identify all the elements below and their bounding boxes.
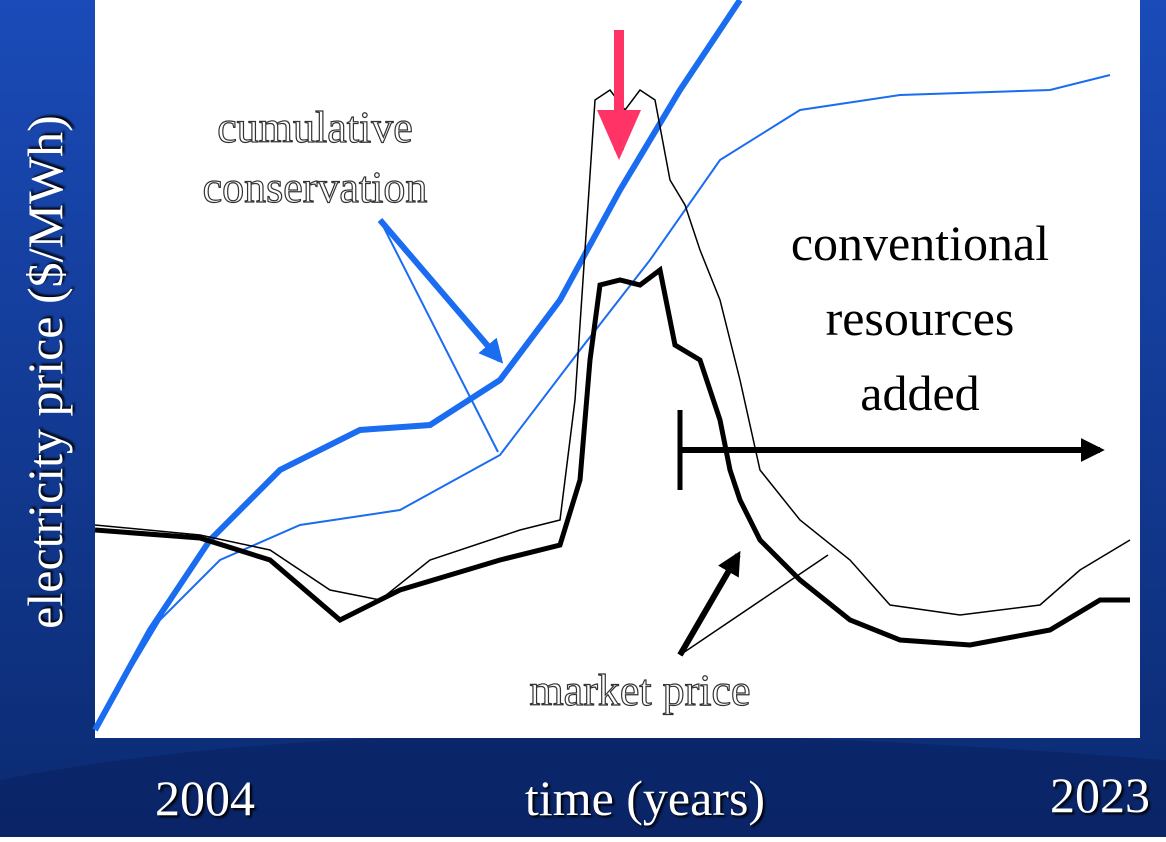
pointer-arrow [377, 218, 504, 364]
y-axis-label: electricity price ($/MWh) [17, 115, 73, 629]
annotation: resources [826, 290, 1015, 346]
market-price-thin [94, 88, 1131, 616]
market-price-thick [94, 265, 1130, 648]
conservation-thin [99, 74, 1111, 721]
annotation: conservation [203, 163, 428, 212]
annotation: cumulative [217, 103, 413, 152]
annotation: conventional [791, 215, 1049, 271]
pointer-line [679, 554, 829, 656]
conservation-thick [92, 0, 743, 732]
annotation: market price [529, 666, 750, 715]
pointer-line [379, 219, 499, 453]
background-swoosh [0, 734, 1166, 837]
x-axis-start: 2004 [155, 770, 255, 826]
pointer-arrow [677, 550, 741, 657]
annotation: added [860, 365, 979, 421]
x-axis-end: 2023 [1050, 767, 1150, 823]
peak-arrow-head [597, 110, 641, 160]
x-axis-label: time (years) [525, 770, 765, 826]
